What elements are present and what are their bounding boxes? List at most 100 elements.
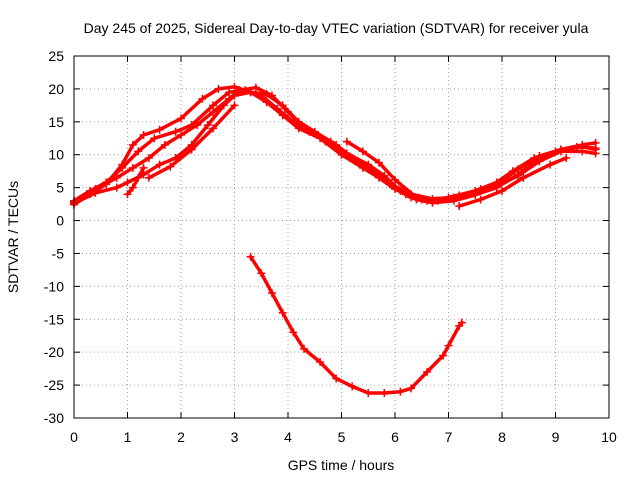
data-point	[155, 160, 164, 169]
data-point	[214, 84, 223, 93]
data-point	[177, 130, 185, 139]
data-point	[235, 86, 244, 95]
series-line	[125, 166, 146, 196]
series-track-6	[342, 137, 421, 202]
data-point	[193, 121, 202, 130]
grid-lines	[74, 56, 609, 418]
series-track-8	[455, 154, 571, 211]
data-point	[476, 195, 485, 204]
data-point	[144, 173, 153, 182]
x-axis-ticks: 0 1 2 3 4 5 6 7 8 9 10	[70, 56, 617, 445]
data-point	[278, 308, 287, 317]
y-tick-label: -20	[44, 344, 64, 360]
data-point	[134, 173, 143, 182]
series-line	[345, 139, 419, 200]
series-line	[248, 254, 464, 395]
data-series	[70, 82, 600, 397]
y-tick-label: -25	[44, 377, 64, 393]
y-tick-label: -10	[44, 278, 64, 294]
y-tick-label: -15	[44, 311, 64, 327]
data-point	[155, 125, 164, 134]
data-point	[591, 145, 600, 154]
data-point	[348, 382, 357, 391]
y-tick-label: -30	[44, 410, 64, 426]
chart-title: Day 245 of 2025, Sidereal Day-to-day VTE…	[84, 20, 589, 36]
x-tick-label: 3	[231, 429, 239, 445]
data-point	[225, 94, 234, 103]
x-tick-label: 1	[124, 429, 132, 445]
x-tick-label: 6	[391, 429, 399, 445]
data-point	[407, 384, 416, 393]
data-point	[251, 83, 260, 92]
data-point	[267, 91, 276, 100]
data-point	[374, 158, 383, 167]
data-point	[139, 163, 148, 172]
data-point	[519, 173, 528, 182]
data-point	[578, 142, 587, 151]
data-point	[342, 149, 351, 158]
data-point	[128, 163, 137, 172]
data-point	[230, 82, 239, 91]
data-point	[203, 121, 212, 130]
data-point	[396, 186, 405, 195]
data-point	[144, 154, 153, 163]
data-point	[556, 145, 565, 154]
data-point	[396, 387, 405, 396]
y-tick-label: 15	[48, 114, 64, 130]
data-point	[300, 123, 309, 132]
data-point	[380, 171, 389, 180]
x-axis-label: GPS time / hours	[288, 457, 395, 473]
x-tick-label: 9	[552, 429, 560, 445]
series-track-7	[123, 163, 148, 199]
data-point	[123, 178, 132, 187]
data-point	[160, 140, 169, 149]
series-track-5	[144, 101, 239, 182]
data-point	[166, 162, 175, 171]
data-point	[273, 104, 282, 113]
data-point	[112, 183, 121, 192]
data-point	[267, 288, 276, 297]
data-point	[423, 367, 432, 376]
data-point	[546, 160, 555, 169]
data-point	[358, 147, 367, 156]
data-point	[187, 145, 196, 154]
data-point	[492, 183, 501, 192]
data-point	[300, 344, 309, 353]
data-point	[428, 198, 437, 207]
data-point	[471, 190, 480, 199]
x-tick-label: 7	[445, 429, 453, 445]
data-point	[289, 328, 298, 337]
data-point	[118, 163, 127, 172]
data-point	[284, 107, 292, 116]
data-point	[150, 134, 159, 143]
series-line	[72, 85, 598, 205]
data-point	[332, 374, 341, 383]
data-point	[364, 388, 373, 397]
y-axis-ticks: -30 -25 -20 -15 -10 -5 0 5 10 15 20 25	[44, 48, 609, 426]
x-tick-label: 8	[498, 429, 506, 445]
data-point	[246, 252, 255, 261]
data-point	[139, 130, 148, 139]
data-point	[380, 388, 389, 397]
data-point	[514, 170, 523, 179]
data-point	[171, 127, 180, 136]
data-point	[455, 202, 464, 211]
data-point	[444, 341, 453, 350]
y-tick-label: 10	[48, 147, 64, 163]
series-track-4	[70, 83, 600, 207]
series-line	[457, 156, 568, 208]
data-point	[123, 190, 132, 199]
data-point	[91, 184, 100, 193]
y-tick-label: -5	[52, 245, 65, 261]
y-tick-label: 0	[56, 213, 64, 229]
data-point	[449, 196, 458, 205]
data-point	[391, 175, 399, 184]
data-point	[457, 318, 466, 327]
data-point	[535, 154, 544, 163]
data-point	[128, 140, 137, 149]
series-track-9	[246, 252, 466, 397]
data-point	[316, 358, 325, 367]
x-tick-label: 4	[284, 429, 292, 445]
y-tick-label: 25	[48, 48, 64, 64]
